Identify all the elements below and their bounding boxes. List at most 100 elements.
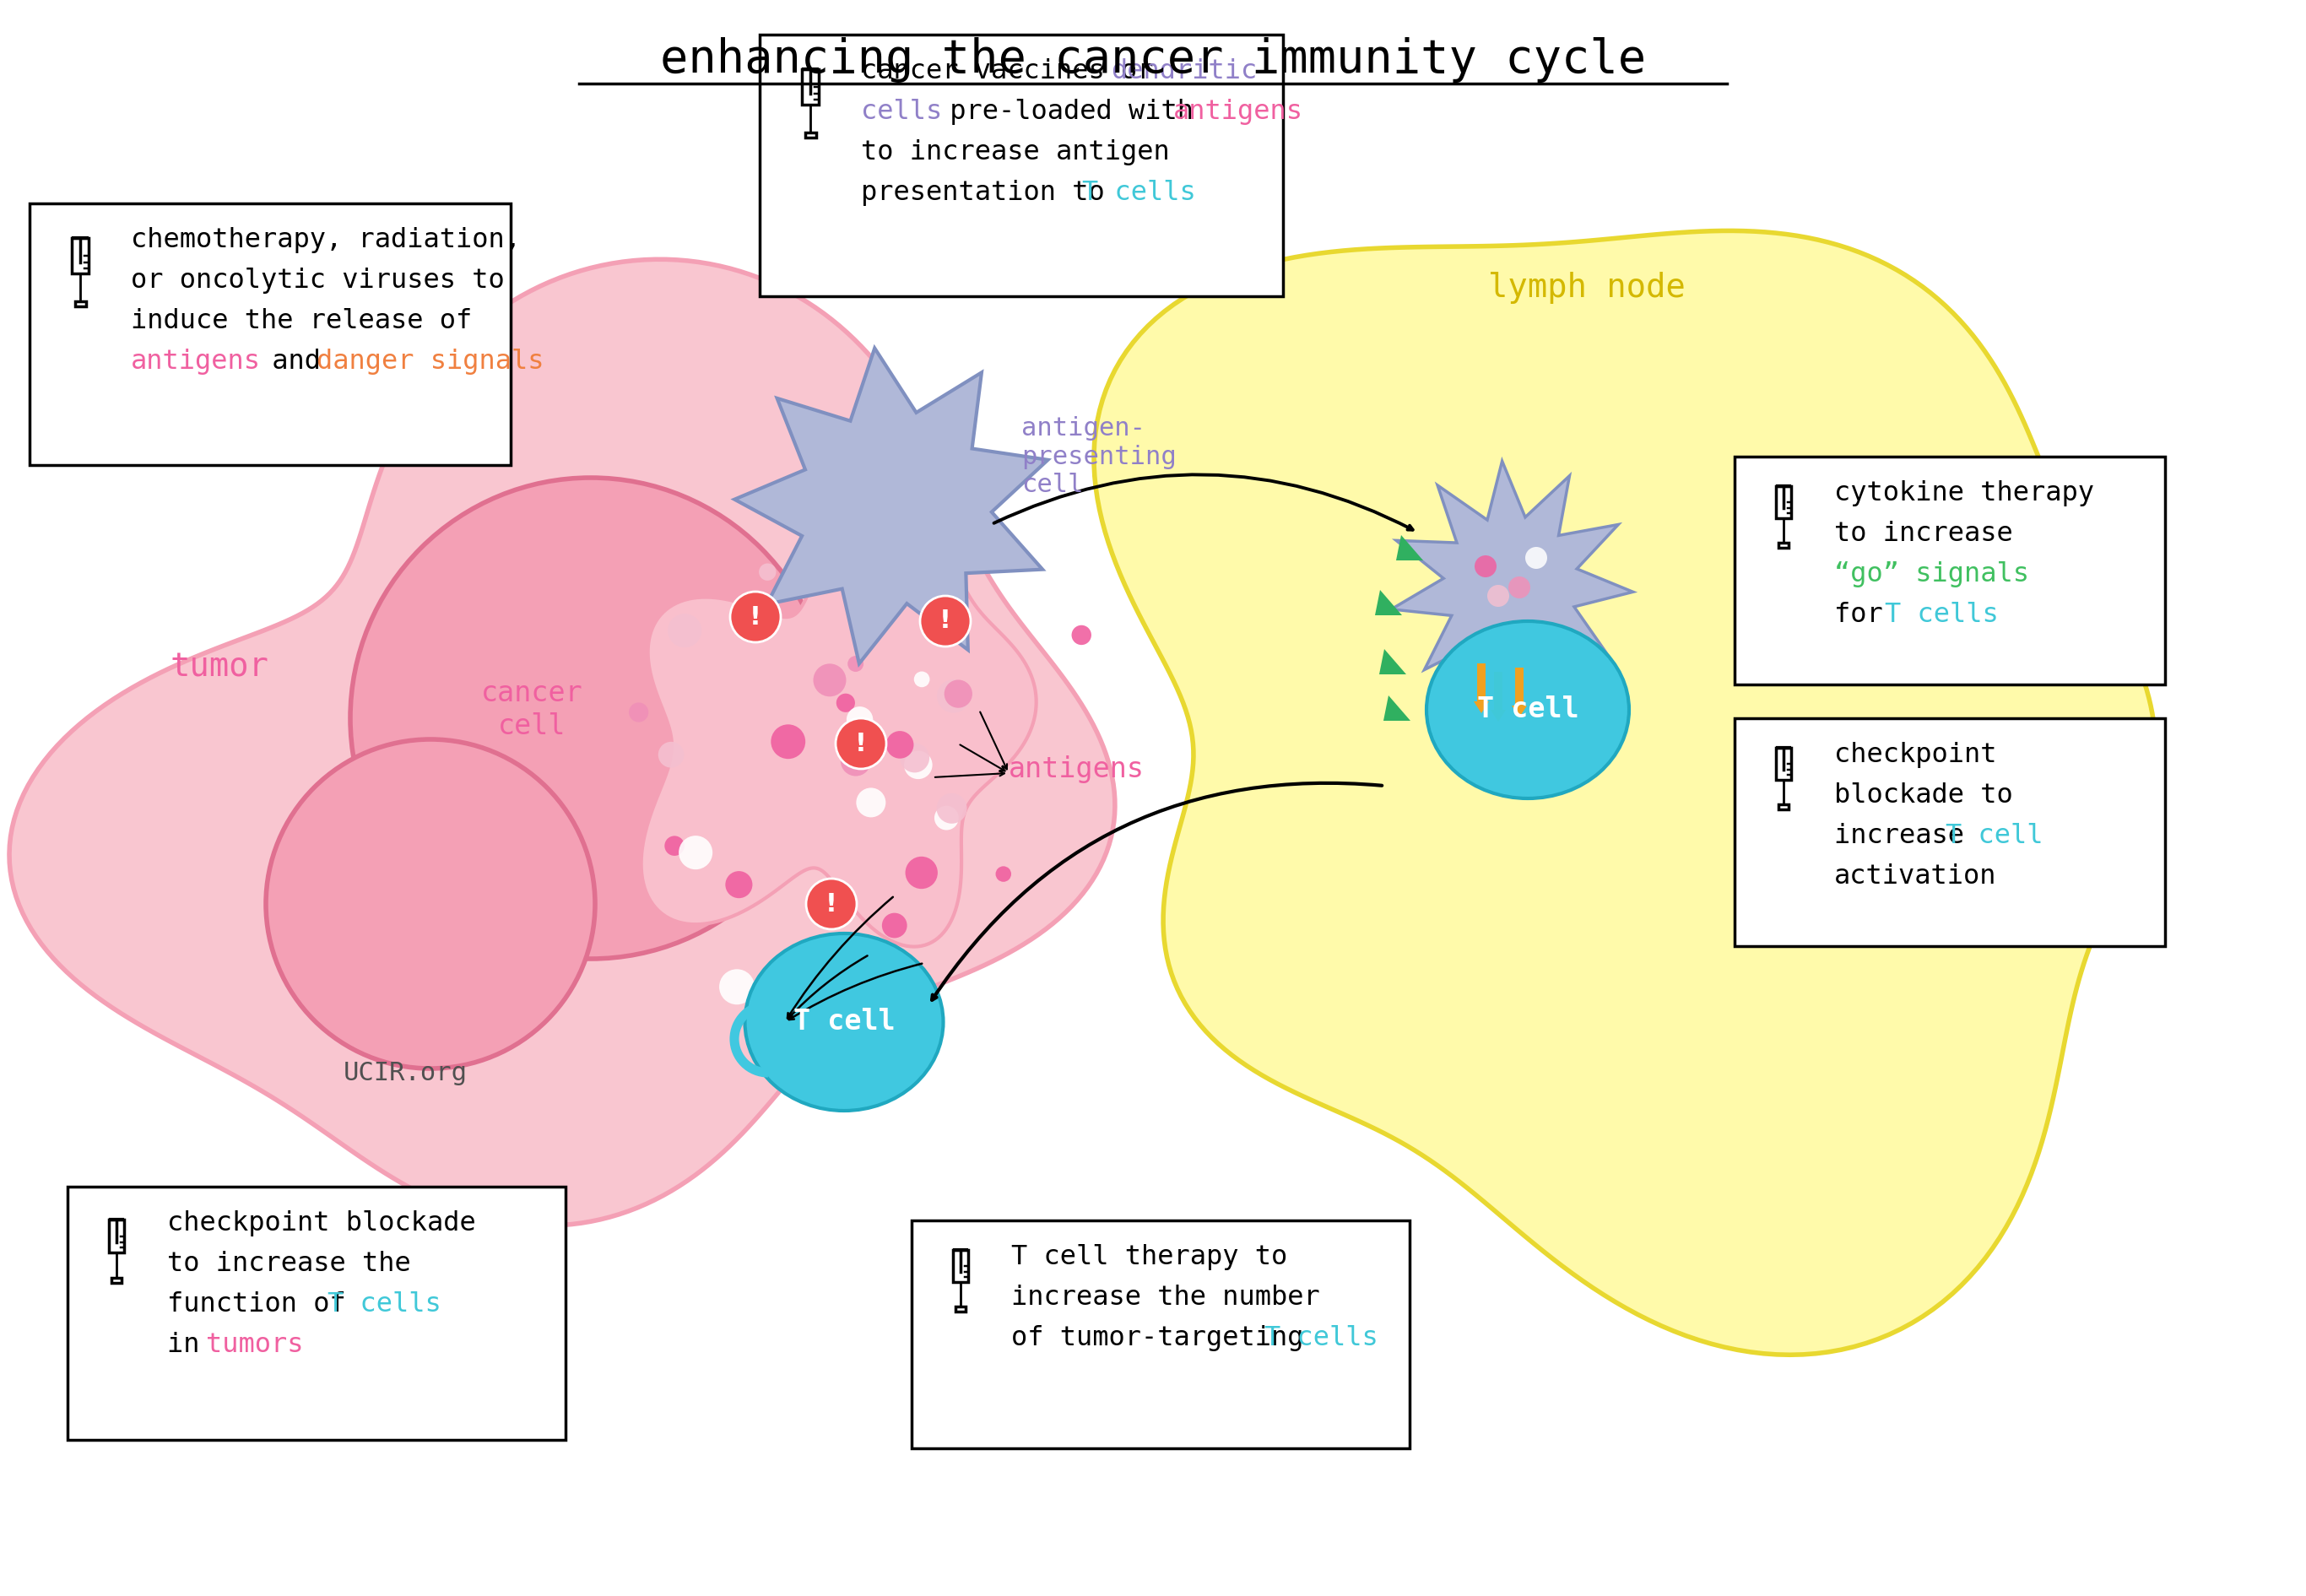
Text: to increase: to increase	[1833, 520, 2013, 547]
Circle shape	[856, 788, 886, 817]
Bar	[1734, 718, 2165, 946]
Circle shape	[743, 622, 763, 645]
Circle shape	[865, 592, 892, 621]
Text: tumors: tumors	[205, 1331, 304, 1358]
Circle shape	[835, 718, 886, 769]
Text: in: in	[166, 1331, 217, 1358]
Text: chemotherapy, radiation,: chemotherapy, radiation,	[131, 227, 521, 254]
Polygon shape	[1384, 696, 1411, 721]
Bar	[802, 69, 819, 105]
Polygon shape	[736, 348, 1047, 664]
Circle shape	[657, 742, 685, 768]
Circle shape	[996, 867, 1012, 883]
Text: antigens: antigens	[1174, 99, 1303, 124]
Circle shape	[351, 477, 832, 959]
Text: checkpoint: checkpoint	[1833, 742, 1997, 768]
Text: dendritic: dendritic	[1111, 57, 1257, 85]
Circle shape	[664, 836, 685, 855]
Circle shape	[719, 969, 754, 1004]
Circle shape	[819, 897, 844, 921]
Circle shape	[265, 739, 595, 1068]
Text: presentation to: presentation to	[860, 180, 1121, 206]
Polygon shape	[1379, 650, 1407, 675]
Text: T cell: T cell	[793, 1009, 895, 1036]
Text: function of: function of	[166, 1291, 362, 1317]
Circle shape	[846, 707, 874, 733]
Circle shape	[899, 744, 929, 772]
Circle shape	[1524, 547, 1547, 568]
Bar	[955, 1307, 966, 1312]
Text: UCIR.org: UCIR.org	[344, 1060, 468, 1085]
Text: T cell: T cell	[1946, 824, 2043, 849]
Text: cells: cells	[860, 99, 943, 124]
Text: !: !	[826, 892, 837, 916]
Text: blockade to: blockade to	[1833, 782, 2013, 809]
Circle shape	[936, 793, 966, 824]
Circle shape	[881, 913, 906, 938]
Bar	[67, 1187, 565, 1440]
Text: T cells: T cells	[1264, 1325, 1379, 1352]
Text: T cell: T cell	[1476, 696, 1580, 723]
Text: or oncolytic viruses to: or oncolytic viruses to	[131, 268, 505, 294]
Text: to increase the: to increase the	[166, 1251, 410, 1277]
Circle shape	[904, 750, 932, 779]
Text: cancer
cell: cancer cell	[482, 680, 583, 741]
Circle shape	[920, 595, 971, 646]
Polygon shape	[1391, 461, 1633, 702]
Text: activation: activation	[1833, 863, 1997, 889]
Text: antigens: antigens	[1008, 755, 1144, 782]
FancyArrow shape	[1513, 667, 1527, 717]
Circle shape	[814, 664, 846, 696]
Text: !: !	[856, 731, 867, 757]
Ellipse shape	[745, 934, 943, 1111]
FancyArrow shape	[1474, 664, 1490, 713]
Text: checkpoint blockade: checkpoint blockade	[166, 1210, 475, 1237]
Bar	[74, 302, 85, 306]
Circle shape	[678, 836, 713, 870]
Ellipse shape	[1427, 621, 1628, 798]
Circle shape	[1508, 576, 1531, 598]
Text: T cell therapy to: T cell therapy to	[1012, 1243, 1287, 1270]
Circle shape	[630, 702, 648, 721]
Text: antigen-
presenting
cell: antigen- presenting cell	[1022, 417, 1176, 498]
Text: to increase antigen: to increase antigen	[860, 139, 1169, 166]
Circle shape	[837, 694, 856, 712]
Bar	[1776, 749, 1792, 780]
Text: pre-loaded with: pre-loaded with	[934, 99, 1211, 124]
Circle shape	[913, 672, 929, 688]
Text: increase the number: increase the number	[1012, 1285, 1319, 1310]
Bar	[952, 1250, 969, 1282]
Bar	[111, 1278, 122, 1283]
Circle shape	[807, 879, 858, 929]
Bar	[71, 238, 88, 273]
Text: induce the release of: induce the release of	[131, 308, 473, 334]
Bar	[1778, 543, 1789, 547]
Bar	[1734, 456, 2165, 685]
Text: T cells: T cells	[327, 1291, 440, 1317]
Text: !: !	[749, 605, 761, 629]
Bar	[1778, 804, 1789, 809]
Text: enhancing the cancer immunity cycle: enhancing the cancer immunity cycle	[660, 37, 1646, 83]
Text: danger signals: danger signals	[316, 348, 544, 375]
Text: !: !	[939, 610, 950, 634]
Bar	[30, 203, 510, 464]
Circle shape	[849, 656, 862, 672]
Circle shape	[669, 613, 701, 648]
Circle shape	[759, 563, 777, 581]
Text: T cells: T cells	[1884, 602, 1999, 627]
Text: cytokine therapy: cytokine therapy	[1833, 480, 2094, 506]
Text: “go” signals: “go” signals	[1833, 562, 2029, 587]
Circle shape	[943, 680, 973, 709]
Text: tumor: tumor	[171, 651, 270, 683]
Circle shape	[886, 731, 913, 758]
Polygon shape	[1093, 231, 2156, 1355]
Circle shape	[731, 592, 782, 642]
Bar	[911, 1221, 1409, 1448]
Text: of tumor-targeting: of tumor-targeting	[1012, 1325, 1319, 1352]
Circle shape	[1474, 555, 1497, 578]
Circle shape	[770, 725, 805, 760]
Circle shape	[726, 871, 752, 899]
Circle shape	[842, 745, 872, 776]
Text: cancer vaccines or: cancer vaccines or	[860, 57, 1169, 85]
Circle shape	[1487, 584, 1508, 606]
